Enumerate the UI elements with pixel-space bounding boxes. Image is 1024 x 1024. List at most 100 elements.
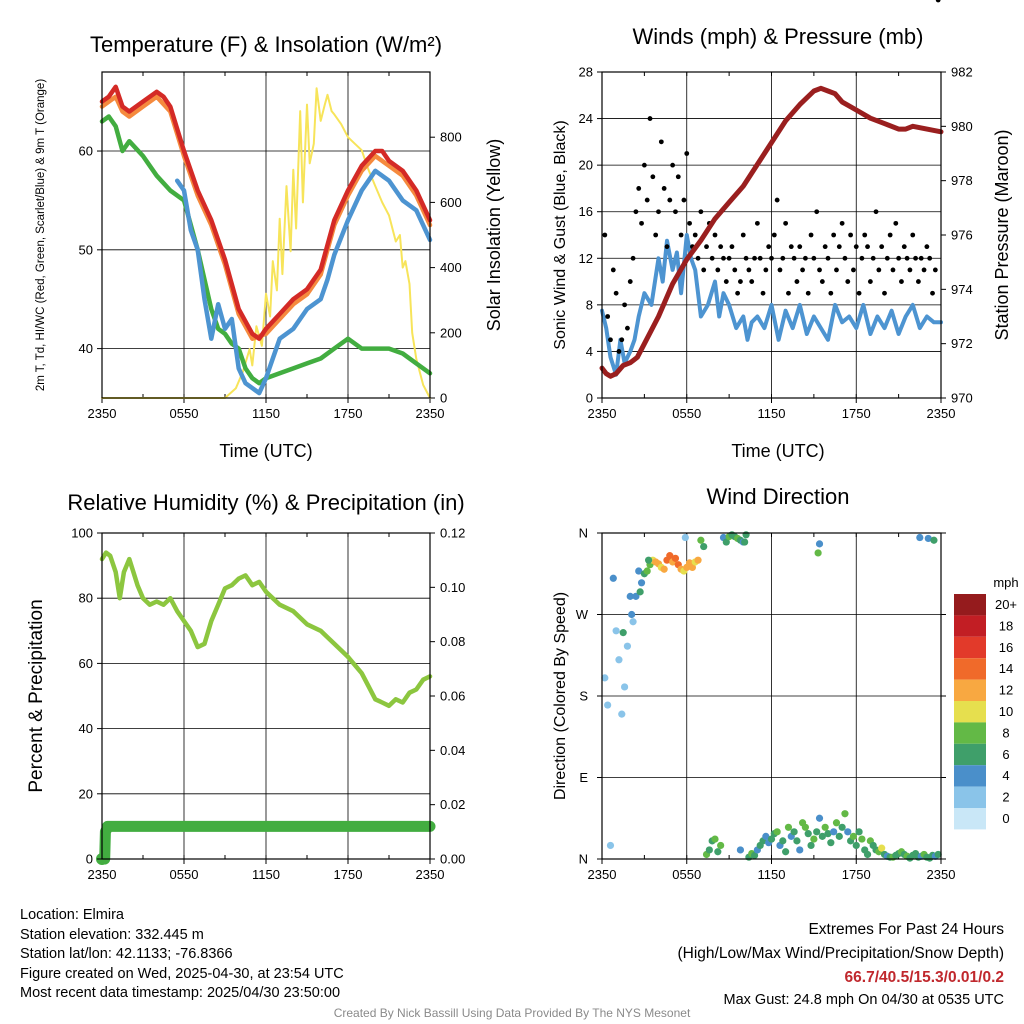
- x-tick-label: 1750: [334, 406, 363, 421]
- direction-point: [807, 841, 815, 850]
- gust-point: [774, 197, 780, 203]
- gust-point: [862, 232, 868, 238]
- legend-swatch: [954, 743, 986, 766]
- y-right-tick-label: 978: [951, 173, 973, 188]
- y-tick-label: 24: [579, 111, 593, 126]
- gust-point: [675, 174, 681, 180]
- gust-point: [777, 267, 783, 273]
- direction-point: [606, 841, 615, 850]
- y-tick-label: 60: [79, 656, 93, 671]
- recent-data-text: Most recent data timestamp: 2025/04/30 2…: [20, 985, 341, 1002]
- y-right-tick-label: 200: [440, 325, 462, 340]
- y-tick-label: 0: [86, 852, 93, 867]
- direction-point: [741, 538, 749, 546]
- direction-point: [824, 830, 832, 838]
- direction-point: [714, 848, 722, 856]
- gust-point: [921, 267, 927, 273]
- direction-point: [629, 618, 637, 626]
- gust-point: [916, 279, 921, 284]
- gust-point: [647, 116, 653, 121]
- winds-title: Winds (mph) & Pressure (mb): [633, 24, 924, 49]
- location-text: Location: Elmira: [20, 907, 124, 923]
- humidity-title: Relative Humidity (%) & Precipitation (i…: [67, 490, 464, 515]
- x-tick-label: 1750: [842, 406, 871, 421]
- legend-swatch: [954, 765, 986, 787]
- direction-point: [604, 701, 612, 709]
- gust-point: [633, 209, 639, 215]
- gust-point: [712, 232, 718, 238]
- gust-point: [853, 244, 859, 250]
- direction-point: [635, 567, 643, 575]
- direction-title: Wind Direction: [706, 484, 849, 509]
- y-tick-label: N: [579, 526, 588, 541]
- series-wind-line: [600, 233, 943, 377]
- gust-point: [743, 255, 749, 261]
- gust-point: [851, 267, 856, 273]
- direction-point: [762, 832, 770, 840]
- direction-point: [645, 556, 653, 564]
- gust-point: [935, 0, 941, 3]
- y-right-tick-label: 400: [440, 260, 462, 275]
- y-tick-label: 8: [586, 297, 593, 312]
- direction-point: [796, 846, 804, 854]
- y-tick-label: W: [576, 607, 589, 622]
- gust-point: [856, 290, 862, 296]
- direction-point: [717, 841, 725, 850]
- direction-point: [671, 554, 680, 562]
- gust-point: [769, 255, 774, 261]
- gust-point: [865, 244, 870, 250]
- direction-point: [784, 823, 793, 831]
- gust-point: [791, 255, 797, 261]
- direction-point: [849, 832, 858, 840]
- direction-point: [841, 810, 849, 818]
- gust-point: [890, 267, 896, 273]
- gust-point: [644, 197, 650, 203]
- gust-point: [709, 255, 715, 261]
- winds-ylabel-left: Sonic Wind & Gust (Blue, Black): [552, 120, 569, 349]
- gust-point: [907, 267, 913, 273]
- y-right-tick-label: 0.12: [440, 526, 465, 541]
- y-right-tick-label: 970: [951, 391, 973, 406]
- legend-swatch: [954, 808, 986, 830]
- gust-point: [839, 220, 845, 226]
- gust-point: [653, 232, 659, 238]
- direction-point: [813, 828, 821, 836]
- legend-label: 18: [999, 618, 1013, 633]
- direction-point: [643, 567, 651, 575]
- gust-point: [910, 232, 916, 238]
- gust-point: [786, 290, 791, 296]
- legend-label: 2: [1002, 790, 1009, 805]
- gust-point: [749, 279, 755, 284]
- legend-label: 20+: [995, 597, 1017, 612]
- x-tick-label: 1150: [252, 867, 280, 882]
- x-tick-label: 2350: [927, 867, 956, 882]
- gust-point: [754, 220, 760, 226]
- gust-point: [822, 244, 828, 250]
- x-tick-label: 2350: [416, 867, 445, 882]
- gust-point: [828, 290, 834, 296]
- y-tick-label: N: [579, 852, 588, 867]
- gust-point: [924, 244, 930, 250]
- gust-point: [667, 197, 673, 203]
- direction-point: [628, 610, 636, 619]
- direction-point: [697, 536, 705, 544]
- gust-point: [817, 267, 822, 273]
- temperature-ylabel-left: 2m T, Td, HI/WC (Red, Green, Scarlet/Blu…: [35, 79, 47, 391]
- y-right-tick-label: 980: [951, 119, 973, 134]
- extremes-title: Extremes For Past 24 Hours: [808, 921, 1004, 938]
- direction-point: [694, 556, 702, 564]
- gust-point: [746, 267, 752, 273]
- gust-point: [808, 232, 814, 238]
- direction-point: [736, 846, 745, 854]
- y-tick-label: 12: [579, 251, 593, 266]
- direction-point: [852, 841, 860, 850]
- gust-point: [695, 255, 701, 261]
- y-right-tick-label: 0.04: [440, 743, 465, 758]
- series-pressure-line: [599, 85, 944, 379]
- gust-point: [882, 290, 887, 296]
- gust-point: [819, 279, 825, 284]
- direction-point: [818, 832, 826, 840]
- direction-point: [767, 835, 776, 843]
- direction-point: [750, 851, 759, 859]
